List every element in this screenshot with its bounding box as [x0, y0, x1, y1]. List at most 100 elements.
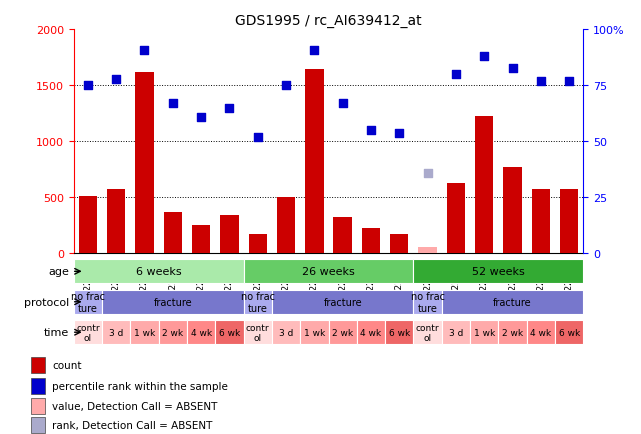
Point — [83, 83, 93, 90]
Text: contr
ol: contr ol — [76, 323, 100, 342]
Bar — [221, 215, 238, 254]
Point — [309, 47, 319, 54]
Text: 3 d: 3 d — [109, 328, 123, 337]
Bar — [79, 197, 97, 254]
Title: GDS1995 / rc_AI639412_at: GDS1995 / rc_AI639412_at — [235, 14, 422, 28]
Text: rank, Detection Call = ABSENT: rank, Detection Call = ABSENT — [52, 420, 213, 430]
Point — [111, 76, 121, 83]
Point — [536, 78, 546, 85]
Point — [564, 78, 574, 85]
Text: fracture: fracture — [323, 297, 362, 307]
Point — [281, 83, 291, 90]
Text: 2 wk: 2 wk — [332, 328, 353, 337]
Text: 52 weeks: 52 weeks — [472, 267, 525, 276]
Bar — [102, 320, 130, 345]
Bar — [413, 320, 442, 345]
Bar — [187, 320, 215, 345]
Bar — [31, 378, 45, 394]
Text: contr
ol: contr ol — [416, 323, 440, 342]
Bar — [390, 235, 408, 254]
Point — [508, 65, 518, 72]
Bar — [527, 320, 555, 345]
Bar — [413, 260, 583, 284]
Bar — [305, 69, 324, 254]
Text: 1 wk: 1 wk — [134, 328, 155, 337]
Point — [168, 101, 178, 108]
Bar — [74, 290, 102, 314]
Text: count: count — [52, 360, 81, 370]
Text: 2 wk: 2 wk — [502, 328, 523, 337]
Text: fracture: fracture — [493, 297, 532, 307]
Bar — [192, 226, 210, 254]
Text: percentile rank within the sample: percentile rank within the sample — [52, 381, 228, 391]
Point — [139, 47, 149, 54]
Text: 26 weeks: 26 weeks — [302, 267, 355, 276]
Text: time: time — [44, 328, 69, 337]
Bar — [362, 229, 380, 254]
Text: 4 wk: 4 wk — [190, 328, 212, 337]
Bar — [470, 320, 499, 345]
Bar — [475, 116, 494, 254]
Bar — [333, 217, 352, 254]
Bar — [300, 320, 329, 345]
Bar — [31, 357, 45, 373]
Bar — [413, 290, 442, 314]
Bar — [107, 189, 126, 254]
Point — [366, 128, 376, 135]
Text: 1 wk: 1 wk — [304, 328, 325, 337]
Bar — [357, 320, 385, 345]
Point — [338, 101, 348, 108]
Text: 4 wk: 4 wk — [360, 328, 381, 337]
Point — [394, 130, 404, 137]
Bar — [244, 290, 272, 314]
Text: no frac
ture: no frac ture — [71, 291, 105, 313]
Bar — [503, 167, 522, 254]
Text: 6 wk: 6 wk — [219, 328, 240, 337]
Bar — [277, 198, 296, 254]
Text: no frac
ture: no frac ture — [411, 291, 445, 313]
Text: 6 wk: 6 wk — [388, 328, 410, 337]
Text: 3 d: 3 d — [449, 328, 463, 337]
Bar — [163, 213, 182, 254]
Bar — [531, 189, 550, 254]
Bar — [159, 320, 187, 345]
Bar — [385, 320, 413, 345]
Text: 4 wk: 4 wk — [530, 328, 551, 337]
Point — [224, 105, 235, 112]
Bar — [447, 184, 465, 254]
Text: protocol: protocol — [24, 297, 69, 307]
Text: 6 wk: 6 wk — [558, 328, 579, 337]
Point — [451, 72, 461, 79]
Bar — [244, 320, 272, 345]
Point — [253, 134, 263, 141]
Bar — [74, 260, 244, 284]
Text: 3 d: 3 d — [279, 328, 293, 337]
Bar — [31, 417, 45, 433]
Text: 1 wk: 1 wk — [474, 328, 495, 337]
Text: 6 weeks: 6 weeks — [136, 267, 181, 276]
Bar — [272, 290, 413, 314]
Text: no frac
ture: no frac ture — [241, 291, 275, 313]
Bar — [102, 290, 244, 314]
Bar — [272, 320, 300, 345]
Bar — [329, 320, 357, 345]
Bar — [130, 320, 159, 345]
Bar — [215, 320, 244, 345]
Text: contr
ol: contr ol — [246, 323, 270, 342]
Bar — [135, 73, 154, 254]
Bar — [244, 260, 413, 284]
Text: age: age — [48, 267, 69, 276]
Point — [479, 54, 489, 61]
Point — [422, 170, 433, 177]
Bar — [419, 247, 437, 254]
Bar — [560, 190, 578, 254]
Bar — [499, 320, 527, 345]
Text: value, Detection Call = ABSENT: value, Detection Call = ABSENT — [52, 401, 217, 411]
Point — [196, 114, 206, 121]
Bar — [249, 234, 267, 254]
Bar — [74, 320, 102, 345]
Text: fracture: fracture — [153, 297, 192, 307]
Text: 2 wk: 2 wk — [162, 328, 183, 337]
Bar — [442, 290, 583, 314]
Bar — [555, 320, 583, 345]
